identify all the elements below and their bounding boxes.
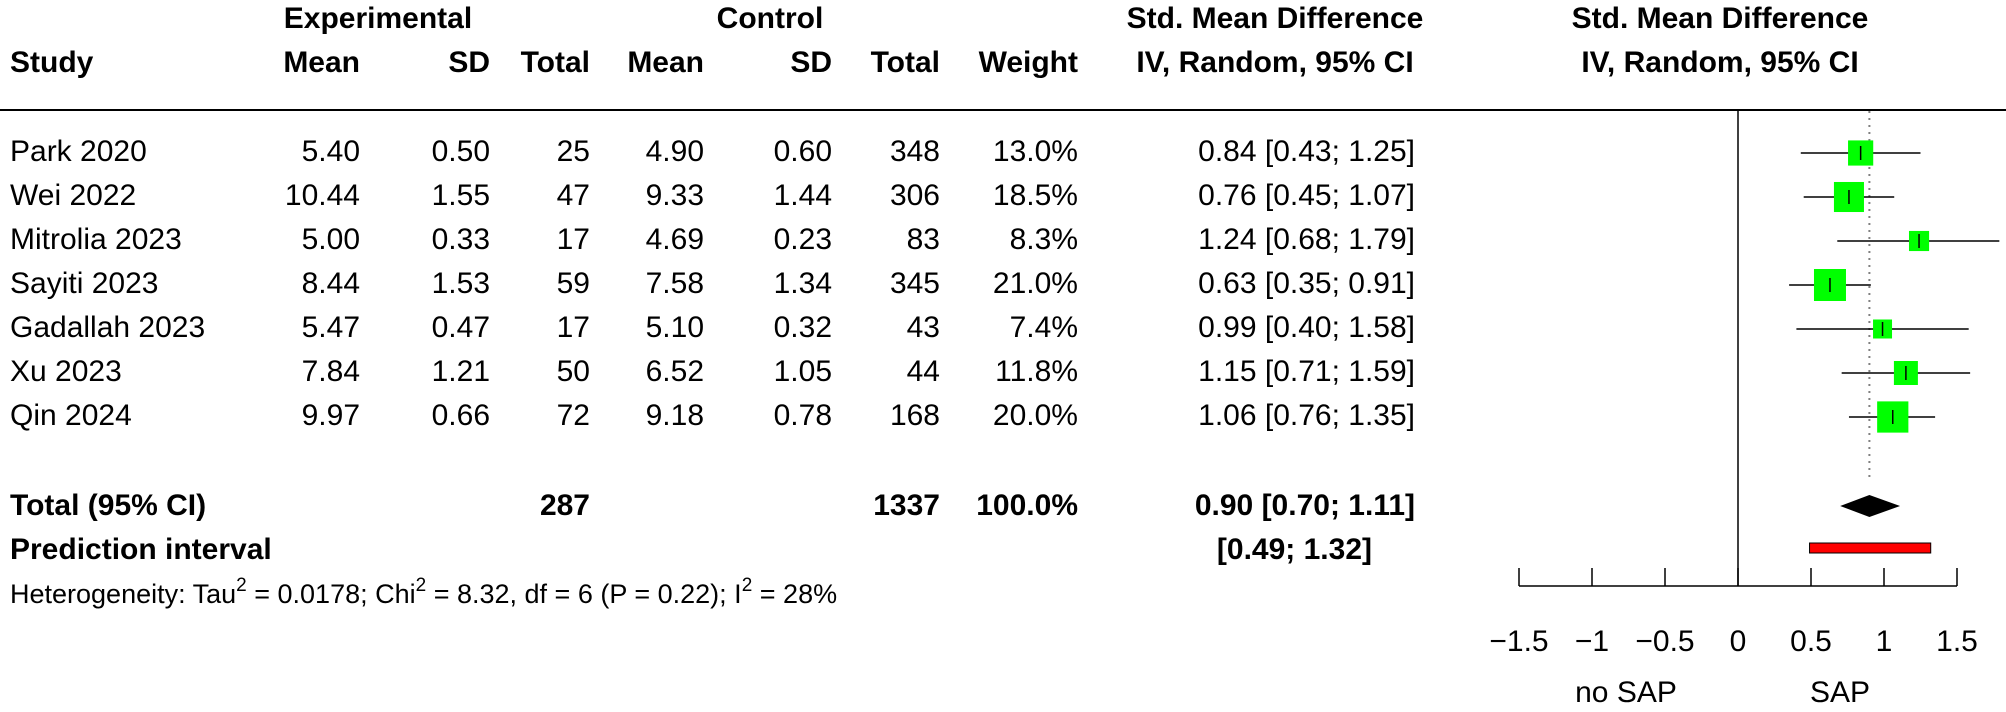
prediction-label: Prediction interval (10, 533, 272, 566)
cell-c-sd: 0.32 (773, 311, 832, 344)
total-ci: 0.90 [0.70; 1.11] (1194, 489, 1415, 522)
summary-diamond (1840, 495, 1901, 517)
cell-ci: 1.24 [0.68; 1.79] (1198, 223, 1415, 256)
cell-e-total: 72 (556, 399, 590, 432)
cell-e-mean: 5.47 (301, 311, 360, 344)
total-exp-n: 287 (539, 489, 590, 522)
study-column-header: Study (10, 46, 94, 79)
cell-c-total: 44 (906, 355, 940, 388)
cell-e-total: 25 (556, 135, 590, 168)
cell-ci: 0.76 [0.45; 1.07] (1198, 179, 1415, 212)
x-tick-label: 0.5 (1790, 625, 1832, 658)
cell-e-mean: 5.40 (301, 135, 360, 168)
ctrl-total-header: Total (870, 46, 940, 79)
cell-c-mean: 4.69 (645, 223, 704, 256)
cell-c-total: 306 (889, 179, 940, 212)
cell-ci: 0.84 [0.43; 1.25] (1198, 135, 1415, 168)
ctrl-sd-header: SD (790, 46, 832, 79)
cell-e-total: 17 (556, 223, 590, 256)
x-tick-label: 1 (1876, 625, 1893, 658)
cell-weight: 7.4% (1009, 311, 1078, 344)
cell-ci: 0.99 [0.40; 1.58] (1198, 311, 1415, 344)
cell-e-mean: 9.97 (301, 399, 360, 432)
cell-e-mean: 7.84 (301, 355, 360, 388)
cell-e-mean: 8.44 (301, 267, 360, 300)
cell-study: Qin 2024 (10, 399, 132, 432)
cell-study: Wei 2022 (10, 179, 137, 212)
cell-weight: 18.5% (992, 179, 1078, 212)
cell-weight: 8.3% (1009, 223, 1078, 256)
x-tick-label: 1.5 (1936, 625, 1978, 658)
cell-c-total: 43 (906, 311, 940, 344)
prediction-ci: [0.49; 1.32] (1216, 533, 1372, 566)
cell-study: Sayiti 2023 (10, 267, 159, 300)
axis-label-right: SAP (1810, 676, 1870, 709)
cell-ci: 1.06 [0.76; 1.35] (1198, 399, 1415, 432)
cell-c-sd: 0.60 (773, 135, 832, 168)
plot-column-subtitle: IV, Random, 95% CI (1581, 46, 1859, 79)
cell-e-mean: 10.44 (284, 179, 360, 212)
cell-c-sd: 1.05 (773, 355, 832, 388)
cell-e-sd: 0.66 (431, 399, 490, 432)
cell-c-sd: 1.44 (773, 179, 832, 212)
cell-c-total: 348 (889, 135, 940, 168)
cell-study: Gadallah 2023 (10, 311, 206, 344)
total-label: Total (95% CI) (10, 489, 207, 522)
cell-ci: 0.63 [0.35; 0.91] (1198, 267, 1415, 300)
cell-c-mean: 4.90 (645, 135, 704, 168)
x-tick-label: −1 (1575, 625, 1609, 658)
cell-c-total: 83 (906, 223, 940, 256)
cell-ci: 1.15 [0.71; 1.59] (1198, 355, 1415, 388)
cell-e-sd: 1.53 (431, 267, 490, 300)
x-tick-label: −1.5 (1489, 625, 1548, 658)
exp-mean-header: Mean (283, 46, 360, 79)
cell-study: Park 2020 (10, 135, 147, 168)
plot-column-title: Std. Mean Difference (1571, 2, 1869, 35)
cell-c-sd: 1.34 (773, 267, 832, 300)
smd-column-title: Std. Mean Difference (1126, 2, 1424, 35)
cell-e-total: 17 (556, 311, 590, 344)
cell-e-sd: 0.47 (431, 311, 490, 344)
cell-c-mean: 6.52 (645, 355, 704, 388)
ctrl-mean-header: Mean (627, 46, 704, 79)
cell-e-sd: 1.55 (431, 179, 490, 212)
cell-e-total: 50 (556, 355, 590, 388)
cell-c-mean: 9.18 (645, 399, 704, 432)
cell-c-mean: 7.58 (645, 267, 704, 300)
header-rule (0, 109, 2006, 111)
exp-total-header: Total (520, 46, 590, 79)
cell-e-sd: 0.33 (431, 223, 490, 256)
cell-e-mean: 5.00 (301, 223, 360, 256)
cell-weight: 11.8% (995, 355, 1078, 388)
cell-study: Mitrolia 2023 (10, 223, 182, 256)
cell-weight: 21.0% (992, 267, 1078, 300)
cell-e-sd: 1.21 (431, 355, 490, 388)
cell-c-total: 168 (889, 399, 940, 432)
axis-label-left: no SAP (1575, 676, 1677, 709)
cell-study: Xu 2023 (10, 355, 122, 388)
x-tick-label: 0 (1730, 625, 1747, 658)
smd-column-subtitle: IV, Random, 95% CI (1136, 46, 1414, 79)
cell-weight: 20.0% (992, 399, 1078, 432)
total-ctrl-n: 1337 (873, 489, 940, 522)
heterogeneity-text: Heterogeneity: Tau2 = 0.0178; Chi2 = 8.3… (10, 575, 838, 609)
cell-c-mean: 9.33 (645, 179, 704, 212)
exp-sd-header: SD (448, 46, 490, 79)
total-weight: 100.0% (976, 489, 1078, 522)
control-group-header: Control (716, 2, 824, 35)
weight-header: Weight (978, 46, 1078, 79)
prediction-interval-bar (1809, 542, 1932, 554)
cell-c-sd: 0.23 (773, 223, 832, 256)
experimental-group-header: Experimental (283, 2, 473, 35)
cell-c-mean: 5.10 (645, 311, 704, 344)
cell-e-total: 59 (556, 267, 590, 300)
x-tick-label: −0.5 (1635, 625, 1694, 658)
cell-e-sd: 0.50 (431, 135, 490, 168)
cell-weight: 13.0% (992, 135, 1078, 168)
cell-e-total: 47 (556, 179, 590, 212)
cell-c-sd: 0.78 (773, 399, 832, 432)
cell-c-total: 345 (889, 267, 940, 300)
